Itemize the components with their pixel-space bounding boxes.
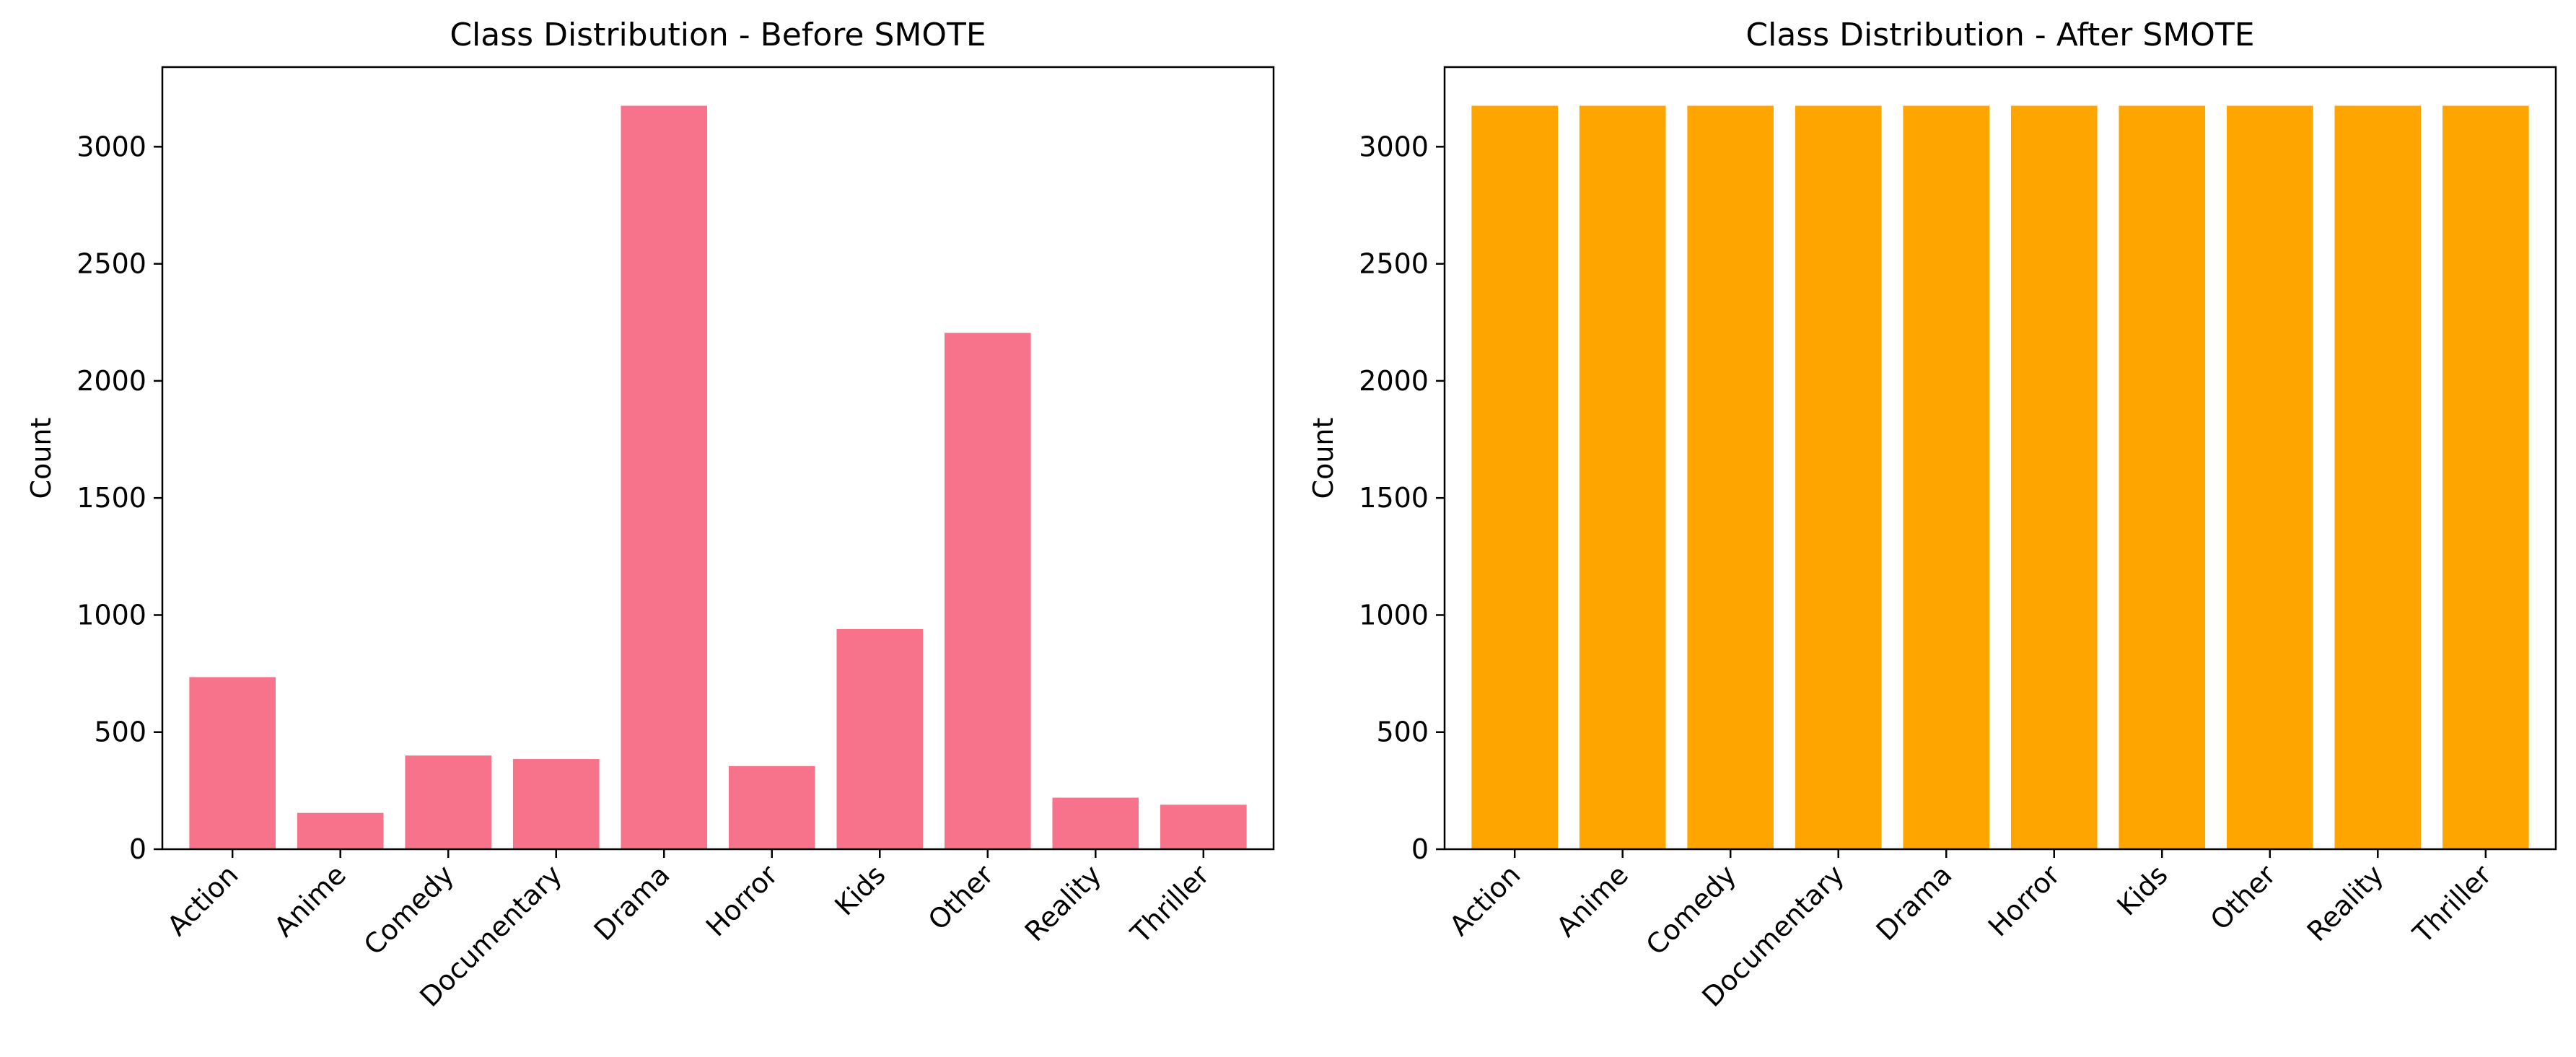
bar-kids: [2119, 105, 2206, 849]
x-tick-label: Reality: [2301, 859, 2390, 947]
chart-after-smote: 0 500 1000 1500 2000 2500 3000 Action Anime Comed…: [1307, 17, 2557, 1013]
bar-anime: [1579, 105, 1666, 849]
bar-horror: [728, 766, 815, 849]
y-tick-label: 2500: [1359, 248, 1429, 280]
x-tick-label: Anime: [268, 859, 352, 943]
y-tick-label: 2000: [1359, 365, 1429, 397]
x-tick-label: Other: [922, 859, 1000, 937]
bar-reality: [2334, 105, 2422, 849]
axes-frame: [161, 66, 1275, 851]
y-tick-label: 1000: [76, 599, 146, 631]
y-tick-label: 500: [94, 716, 146, 748]
bar-drama: [621, 105, 708, 849]
chart-title: Class Distribution - After SMOTE: [1745, 17, 2254, 53]
bar-thriller: [1160, 804, 1247, 849]
bar-reality: [1052, 797, 1139, 849]
x-tick-label: Kids: [828, 859, 891, 921]
y-axis-label: Count: [1307, 418, 1339, 499]
chart-title: Class Distribution - Before SMOTE: [450, 17, 986, 53]
x-tick-label: Action: [161, 859, 244, 942]
x-tick-label: Drama: [588, 859, 676, 947]
y-tick-label: 2000: [76, 365, 146, 397]
bar-other: [2226, 105, 2313, 849]
bar-documentary: [512, 759, 600, 849]
bar-other: [944, 333, 1031, 849]
chart-before-smote: 0 500 1000 1500 2000 2500 3000 Action Anime Comed…: [25, 17, 1275, 1013]
y-tick-label: 0: [129, 833, 146, 865]
x-tick-label: Drama: [1870, 859, 1958, 947]
y-axis-label: Count: [25, 418, 57, 499]
bar-drama: [1903, 105, 1990, 849]
y-tick-label: 3000: [1359, 131, 1429, 162]
bar-comedy: [405, 755, 492, 849]
x-tick-label: Kids: [2111, 859, 2173, 921]
x-tick-label: Thriller: [1124, 859, 1216, 950]
x-tick-label: Horror: [700, 859, 784, 943]
bar-documentary: [1795, 105, 1882, 849]
x-tick-label: Comedy: [358, 859, 460, 961]
x-tick-label: Thriller: [2406, 859, 2498, 950]
y-tick-label: 1500: [1359, 482, 1429, 514]
x-tick-label: Other: [2204, 859, 2282, 937]
x-tick-label: Reality: [1019, 859, 1108, 947]
bar-kids: [836, 628, 924, 849]
x-tick-label: Comedy: [1640, 859, 1743, 961]
bar-comedy: [1687, 105, 1774, 849]
bar-horror: [2010, 105, 2098, 849]
y-tick-label: 500: [1376, 716, 1429, 748]
x-tick-label: Horror: [1982, 859, 2067, 943]
bar-thriller: [2443, 105, 2529, 849]
x-tick-label: Action: [1443, 859, 1526, 942]
bar-action: [189, 677, 276, 849]
y-tick-label: 3000: [76, 131, 146, 162]
y-tick-label: 1500: [76, 482, 146, 514]
x-tick-label: Anime: [1550, 859, 1634, 943]
bar-anime: [297, 812, 384, 849]
y-tick-label: 1000: [1359, 599, 1429, 631]
axes-frame: [1443, 66, 2557, 851]
bar-action: [1471, 105, 1558, 849]
y-tick-label: 0: [1411, 833, 1429, 865]
y-tick-label: 2500: [76, 248, 146, 280]
